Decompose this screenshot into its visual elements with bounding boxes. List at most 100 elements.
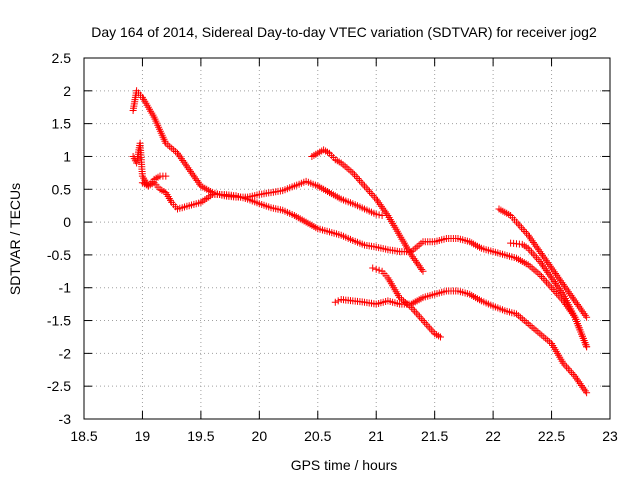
data-point	[351, 171, 358, 179]
data-point	[426, 324, 434, 332]
data-point	[555, 285, 563, 293]
data-point	[572, 374, 580, 382]
data-point	[541, 276, 549, 284]
data-point	[354, 175, 362, 182]
data-point	[532, 242, 540, 250]
data-point	[577, 306, 585, 314]
x-tick-label: 22.5	[538, 428, 565, 444]
x-tick-label: 21.5	[421, 428, 448, 444]
axes: 18.5 19 19.5 20 20.5 21 21.5 22 22.5 23-3-2.5-2-1…	[47, 50, 618, 444]
data-point	[417, 315, 425, 323]
data-point	[543, 278, 550, 286]
data-point	[552, 270, 559, 277]
data-point	[553, 289, 561, 297]
data-point	[545, 260, 553, 268]
y-axis-label: SDTVAR / TECUs	[7, 183, 23, 295]
data-point	[529, 250, 537, 258]
data-point	[535, 246, 543, 254]
data-point	[372, 210, 380, 218]
data-point	[539, 261, 546, 269]
x-tick-label: 19	[135, 428, 151, 444]
data-point	[563, 363, 571, 371]
data-point	[581, 387, 589, 395]
data-point	[175, 151, 183, 159]
data-point	[553, 281, 561, 289]
data-point	[411, 256, 419, 264]
chart-title: Day 164 of 2014, Sidereal Day-to-day VTE…	[91, 24, 597, 40]
series-track-3	[138, 172, 170, 190]
data-point	[536, 258, 544, 265]
data-point	[567, 291, 575, 299]
data-point	[412, 309, 420, 317]
data-point	[419, 317, 427, 324]
data-point	[568, 293, 576, 301]
data-point	[334, 297, 342, 305]
data-point	[514, 220, 522, 228]
data-point	[539, 274, 547, 282]
data-point	[189, 171, 197, 179]
data-point	[563, 286, 571, 294]
data-point	[376, 201, 384, 209]
data-point	[574, 376, 581, 384]
data-point	[583, 343, 591, 351]
data-point	[187, 167, 194, 175]
data-point	[557, 277, 565, 285]
data-point	[579, 308, 587, 316]
y-tick-label: -0.5	[47, 247, 71, 263]
data-point	[529, 239, 537, 246]
series-track-8	[507, 239, 591, 351]
x-tick-label: 21	[368, 428, 384, 444]
data-point	[583, 313, 591, 321]
data-point	[429, 328, 437, 336]
data-point	[181, 160, 189, 168]
data-point	[569, 371, 577, 378]
data-point	[554, 273, 562, 281]
data-point	[331, 298, 339, 306]
data-point	[411, 307, 419, 315]
data-point	[377, 202, 385, 210]
data-point	[383, 210, 391, 218]
data-point	[533, 244, 541, 252]
data-point	[539, 251, 546, 259]
series-layer	[129, 87, 591, 397]
data-point	[414, 311, 422, 319]
x-tick-label: 22	[485, 428, 501, 444]
data-point	[343, 164, 351, 172]
data-point	[519, 226, 527, 234]
data-point	[550, 268, 558, 276]
data-point	[361, 182, 368, 190]
data-point	[526, 246, 534, 254]
data-point	[192, 175, 200, 183]
data-point	[568, 369, 576, 377]
data-point	[427, 326, 435, 334]
series-track-7	[495, 205, 591, 321]
data-point	[381, 208, 389, 216]
data-point	[541, 265, 549, 273]
data-point	[580, 385, 588, 393]
data-point	[359, 180, 367, 188]
data-point	[528, 248, 535, 256]
data-point	[180, 158, 188, 166]
x-tick-label: 20.5	[304, 428, 331, 444]
data-point	[554, 283, 562, 291]
data-point	[575, 378, 583, 386]
x-tick-label: 23	[602, 428, 618, 444]
data-point	[566, 367, 574, 375]
data-point	[562, 284, 570, 292]
data-point	[421, 318, 429, 326]
data-point	[558, 279, 566, 287]
data-point	[437, 333, 444, 341]
data-point	[528, 237, 536, 245]
data-point	[548, 274, 556, 282]
y-tick-label: 2	[63, 83, 71, 99]
data-point	[407, 251, 415, 259]
data-point	[416, 264, 424, 272]
data-point	[356, 176, 363, 184]
y-tick-label: -1.5	[47, 313, 71, 329]
data-point	[375, 211, 383, 219]
data-point	[546, 272, 554, 280]
y-tick-label: -1	[59, 280, 72, 296]
data-point	[566, 290, 574, 298]
data-point	[555, 275, 563, 283]
